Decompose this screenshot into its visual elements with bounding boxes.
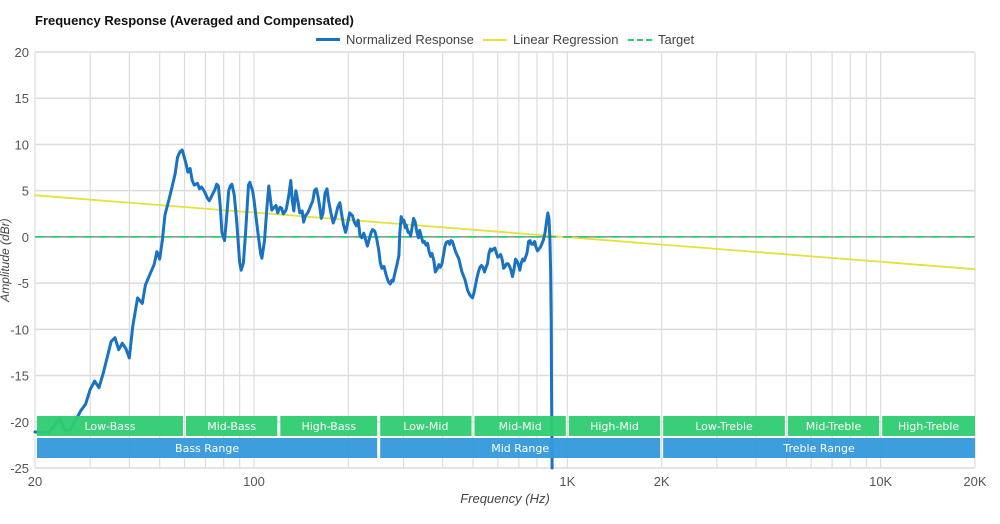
x-tick-label: 2K xyxy=(654,474,670,489)
grid xyxy=(34,51,976,469)
band-high-bass-label: High-Bass xyxy=(301,420,356,433)
legend-item-target[interactable]: Target xyxy=(628,32,694,47)
y-tick-label: 10 xyxy=(15,137,29,152)
frequency-bands: Low-Bass Mid-Bass High-Bass Low-Mid Mid-Mid H… xyxy=(37,416,975,458)
legend-swatch xyxy=(628,38,652,41)
legend-label: Linear Regression xyxy=(513,32,619,47)
legend-item-normalized-response[interactable]: Normalized Response xyxy=(316,32,474,47)
chart-title: Frequency Response (Averaged and Compens… xyxy=(35,13,354,28)
y-axis-label: Amplitude (dBr) xyxy=(0,218,12,302)
band-mid-bass xyxy=(185,416,278,436)
x-tick-label: 10K xyxy=(869,474,892,489)
band-mid-bass-label: Mid-Bass xyxy=(207,420,256,433)
band-mid-range xyxy=(380,438,661,458)
legend-item-linear-regression[interactable]: Linear Regression xyxy=(483,32,619,47)
y-tick-label: -5 xyxy=(17,276,29,291)
band-mid-mid-label: Mid-Mid xyxy=(499,420,542,433)
band-low-treble-label: Low-Treble xyxy=(695,420,753,433)
y-tick-label: -25 xyxy=(10,461,29,476)
x-tick-label: 20K xyxy=(963,474,986,489)
band-low-mid-label: Low-Mid xyxy=(403,420,448,433)
y-tick-label: 0 xyxy=(22,230,29,245)
normalized-response-line xyxy=(33,148,554,470)
x-tick-label: 20 xyxy=(28,474,42,489)
band-high-bass xyxy=(280,416,378,436)
band-mid-treble-label: Mid-Treble xyxy=(806,420,862,433)
y-tick-label: 5 xyxy=(22,184,29,199)
y-tick-label: -20 xyxy=(10,415,29,430)
linear-regression-line xyxy=(34,194,976,271)
band-mid-range-label: Mid Range xyxy=(491,442,549,455)
band-bass-range-label: Bass Range xyxy=(175,442,239,455)
legend-label: Target xyxy=(658,32,695,47)
x-axis-ticks: 20 100 1K 2K 10K 20K xyxy=(28,474,987,489)
series-lines xyxy=(33,148,976,470)
legend-swatch xyxy=(316,38,340,41)
y-axis-ticks: 20 15 10 5 0 -5 -10 -15 -20 -25 xyxy=(10,45,29,476)
band-low-bass-label: Low-Bass xyxy=(84,420,135,433)
y-tick-label: 20 xyxy=(15,45,29,60)
band-treble-range xyxy=(663,438,975,458)
band-high-mid xyxy=(568,416,661,436)
x-tick-label: 100 xyxy=(243,474,265,489)
band-treble-range-label: Treble Range xyxy=(782,442,855,455)
legend-label: Normalized Response xyxy=(346,32,474,47)
band-mid-treble xyxy=(787,416,880,436)
x-axis-label: Frequency (Hz) xyxy=(460,491,550,506)
band-high-mid-label: High-Mid xyxy=(590,420,639,433)
y-tick-label: 15 xyxy=(15,91,29,106)
band-low-bass xyxy=(37,416,183,436)
band-high-treble xyxy=(882,416,975,436)
legend-swatch xyxy=(483,38,507,41)
band-mid-mid xyxy=(474,416,566,436)
band-high-treble-label: High-Treble xyxy=(898,420,959,433)
band-low-treble xyxy=(663,416,785,436)
y-tick-label: -10 xyxy=(10,322,29,337)
y-tick-label: -15 xyxy=(10,369,29,384)
band-bass-range xyxy=(37,438,378,458)
legend: Normalized Response Linear Regression Ta… xyxy=(0,32,1000,50)
band-low-mid xyxy=(380,416,472,436)
x-tick-label: 1K xyxy=(559,474,575,489)
